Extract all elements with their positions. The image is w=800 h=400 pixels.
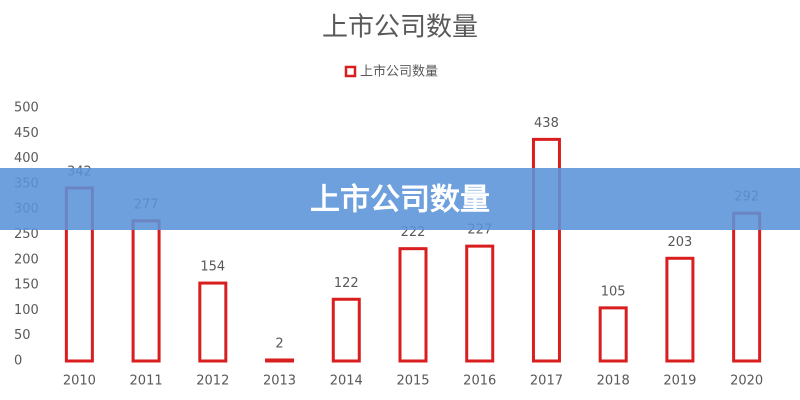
x-tick-label: 2018	[597, 374, 630, 389]
x-tick-label: 2014	[330, 374, 363, 389]
overlay: 上市公司数量	[0, 168, 800, 230]
y-tick-label: 0	[14, 354, 22, 369]
bar	[732, 211, 762, 363]
data-label: 438	[534, 116, 559, 131]
bar	[265, 358, 295, 363]
bar	[131, 219, 161, 363]
bar	[198, 281, 228, 363]
x-tick-label: 2010	[63, 374, 96, 389]
y-tick-label: 150	[14, 278, 39, 293]
bar	[665, 256, 695, 363]
data-label: 154	[200, 260, 225, 275]
banner-title: 上市公司数量	[310, 183, 490, 218]
y-tick-label: 200	[14, 252, 39, 267]
x-tick-label: 2015	[396, 374, 429, 389]
x-tick-label: 2017	[530, 374, 563, 389]
y-tick-label: 250	[14, 227, 39, 242]
data-label: 122	[334, 276, 359, 291]
y-tick-label: 500	[14, 101, 39, 116]
x-tick-label: 2012	[196, 374, 229, 389]
x-tick-label: 2013	[263, 374, 296, 389]
x-tick-label: 2019	[663, 374, 696, 389]
legend-swatch	[344, 65, 357, 78]
x-tick-label: 2016	[463, 374, 496, 389]
x-tick-label: 2020	[730, 374, 763, 389]
banner	[0, 168, 800, 230]
data-label: 105	[601, 284, 626, 299]
y-tick-label: 50	[14, 328, 31, 343]
data-label: 203	[667, 235, 692, 250]
legend-label: 上市公司数量	[360, 64, 438, 80]
bar	[398, 247, 428, 363]
bar	[598, 306, 628, 363]
x-tick-label: 2011	[130, 374, 163, 389]
y-tick-label: 100	[14, 303, 39, 318]
bar	[465, 244, 495, 363]
chart-title: 上市公司数量	[322, 13, 478, 43]
bar	[331, 297, 361, 363]
y-tick-label: 400	[14, 151, 39, 166]
y-tick-label: 450	[14, 126, 39, 141]
data-label: 2	[275, 336, 283, 351]
